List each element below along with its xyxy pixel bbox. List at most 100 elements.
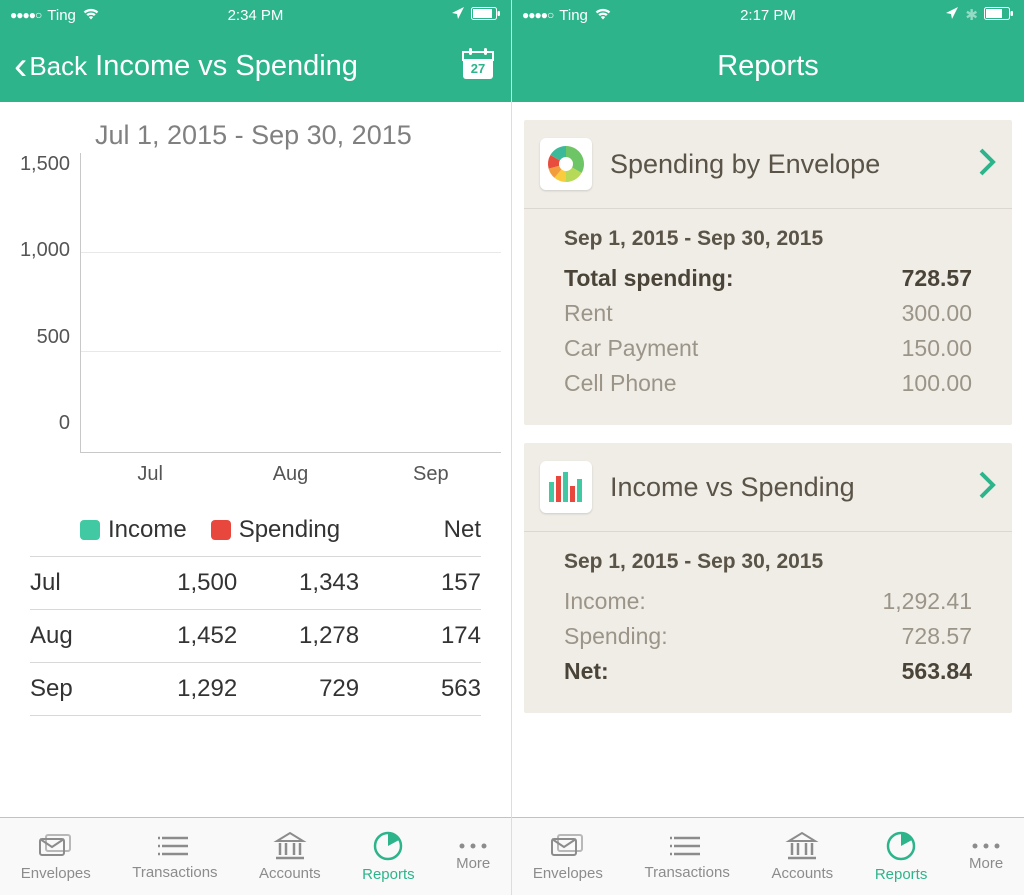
table-cell: Sep	[30, 675, 115, 703]
tab-label: More	[969, 855, 1003, 872]
back-label: Back	[29, 51, 87, 82]
accounts-icon	[785, 831, 819, 861]
wifi-icon	[82, 7, 100, 24]
table-cell: 1,292	[115, 675, 237, 703]
item-value: 100.00	[902, 370, 972, 397]
phone-reports: ●●●●○ Ting 2:17 PM ✱ Reports Spending by…	[512, 0, 1024, 895]
tab-label: Envelopes	[533, 865, 603, 882]
location-arrow-icon	[451, 6, 465, 24]
x-label: Jul	[95, 463, 205, 486]
row-label: Net:	[564, 658, 609, 685]
clock: 2:17 PM	[740, 7, 796, 24]
row-label: Spending:	[564, 623, 668, 650]
status-bar: ●●●●○ Ting 2:17 PM ✱	[512, 0, 1024, 30]
table-cell: 174	[359, 622, 481, 650]
table-cell: 729	[237, 675, 359, 703]
tab-envelopes[interactable]: Envelopes	[21, 831, 91, 882]
tab-transactions[interactable]: Transactions	[645, 832, 730, 881]
card-header[interactable]: Spending by Envelope	[524, 120, 1012, 209]
tab-reports[interactable]: Reports	[875, 830, 928, 883]
chevron-left-icon: ‹	[14, 46, 27, 86]
tab-more[interactable]: More	[969, 841, 1003, 872]
tab-accounts[interactable]: Accounts	[259, 831, 321, 882]
x-label: Aug	[235, 463, 345, 486]
tab-envelopes[interactable]: Envelopes	[533, 831, 603, 882]
tab-reports[interactable]: Reports	[362, 830, 415, 883]
tab-more[interactable]: More	[456, 841, 490, 872]
tab-label: Transactions	[132, 864, 217, 881]
table-row: Jul1,5001,343157	[30, 557, 481, 610]
date-range-label: Jul 1, 2015 - Sep 30, 2015	[10, 120, 501, 151]
row-value: 728.57	[902, 623, 972, 650]
transactions-icon	[670, 832, 704, 860]
row-value: 1,292.41	[882, 588, 972, 615]
more-icon	[969, 841, 1003, 851]
y-axis: 1,5001,0005000	[10, 153, 80, 453]
chevron-right-icon	[978, 147, 996, 182]
signal-dots-icon: ●●●●○	[10, 8, 41, 22]
wifi-icon	[594, 7, 612, 24]
location-arrow-icon	[945, 6, 959, 24]
summary-row: Income: 1,292.41	[564, 584, 972, 619]
table-cell: 157	[359, 569, 481, 597]
y-tick: 1,500	[20, 153, 70, 176]
gridline	[81, 252, 501, 253]
signal-dots-icon: ●●●●○	[522, 8, 553, 22]
bar-chart-icon	[540, 461, 592, 513]
tab-label: Transactions	[645, 864, 730, 881]
carrier-label: Ting	[559, 7, 588, 24]
nav-header: Reports	[512, 30, 1024, 102]
tab-bar: Envelopes Transactions Accounts Reports More	[0, 817, 511, 895]
tab-label: More	[456, 855, 490, 872]
battery-icon	[471, 7, 501, 24]
spending-item-row: Car Payment 150.00	[564, 331, 972, 366]
total-spending-row: Total spending: 728.57	[564, 261, 972, 296]
table-cell: 1,343	[237, 569, 359, 597]
y-tick: 500	[37, 326, 70, 349]
y-tick: 1,000	[20, 239, 70, 262]
spending-item-row: Cell Phone100.00	[564, 366, 972, 401]
table-cell: 1,278	[237, 622, 359, 650]
accounts-icon	[273, 831, 307, 861]
svg-text:27: 27	[471, 61, 485, 76]
legend-label: Income	[108, 516, 187, 544]
table-cell: 1,452	[115, 622, 237, 650]
card-title: Spending by Envelope	[610, 149, 880, 180]
table-cell: 1,500	[115, 569, 237, 597]
income-vs-spending-card: Income vs Spending Sep 1, 2015 - Sep 30,…	[524, 443, 1012, 713]
status-bar: ●●●●○ Ting 2:34 PM	[0, 0, 511, 30]
date-range: Sep 1, 2015 - Sep 30, 2015	[564, 550, 972, 574]
x-label: Sep	[376, 463, 486, 486]
legend-label: Spending	[239, 516, 340, 544]
summary-row: Net: 563.84	[564, 654, 972, 689]
tab-accounts[interactable]: Accounts	[771, 831, 833, 882]
tab-label: Reports	[362, 866, 415, 883]
back-button[interactable]: ‹ Back	[14, 46, 87, 86]
tab-label: Reports	[875, 866, 928, 883]
reports-body: Spending by Envelope Sep 1, 2015 - Sep 3…	[512, 102, 1024, 817]
transactions-icon	[158, 832, 192, 860]
date-range: Sep 1, 2015 - Sep 30, 2015	[564, 227, 972, 251]
legend-swatch	[80, 520, 100, 540]
battery-icon	[984, 7, 1014, 24]
item-value: 300.00	[902, 300, 972, 327]
item-label: Car Payment	[564, 335, 698, 362]
calendar-button[interactable]: 27	[459, 45, 497, 88]
row-label: Income:	[564, 588, 646, 615]
tab-transactions[interactable]: Transactions	[132, 832, 217, 881]
card-header[interactable]: Income vs Spending	[524, 443, 1012, 532]
tab-label: Accounts	[259, 865, 321, 882]
item-value: 150.00	[902, 335, 972, 362]
chart-area: Jul 1, 2015 - Sep 30, 2015 1,500 1,000 500…	[0, 102, 511, 496]
reports-icon	[372, 830, 404, 862]
summary-row: Spending: 728.57	[564, 619, 972, 654]
item-label: Rent	[564, 300, 613, 327]
x-axis: Jul Aug Sep	[10, 453, 501, 486]
pie-chart-icon	[540, 138, 592, 190]
row-value: 563.84	[902, 658, 972, 685]
tab-label: Accounts	[771, 865, 833, 882]
envelopes-icon	[38, 831, 74, 861]
card-title: Income vs Spending	[610, 472, 855, 503]
spending-item-row: Rent 300.00	[564, 296, 972, 331]
page-title: Income vs Spending	[95, 50, 358, 83]
